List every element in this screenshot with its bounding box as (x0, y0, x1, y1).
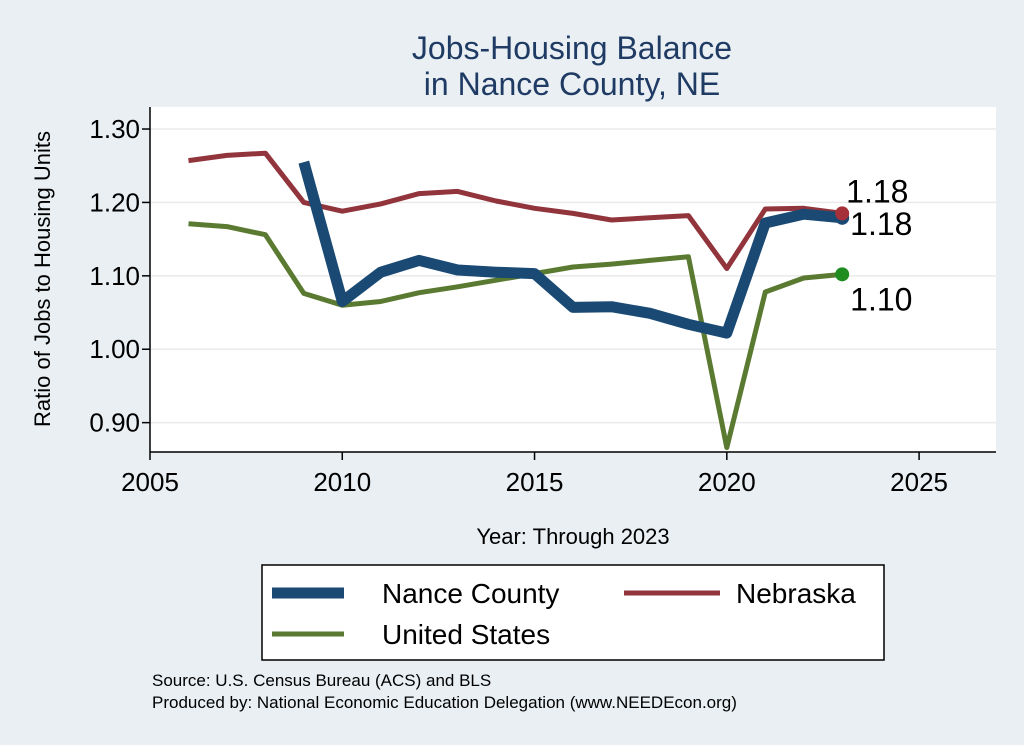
series-line-nance-county (298, 160, 843, 339)
legend-label-nebraska: Nebraska (736, 578, 856, 609)
y-axis-label: Ratio of Jobs to Housing Units (30, 131, 55, 427)
legend-label-nance-county: Nance County (382, 578, 559, 609)
series-line-nebraska (188, 150, 843, 271)
plot-area (150, 107, 996, 452)
end-point-united-states (835, 267, 850, 282)
source-note: Source: U.S. Census Bureau (ACS) and BLS (152, 671, 491, 690)
end-point-nebraska (835, 206, 850, 221)
x-axis-label: Year: Through 2023 (476, 524, 669, 549)
end-label-united-states: 1.10 (850, 281, 912, 317)
legend-label-united-states: United States (382, 619, 550, 650)
series-lines (188, 150, 843, 451)
x-tick-label: 2025 (890, 467, 948, 497)
y-tick-label: 1.20 (89, 187, 140, 217)
y-ticks: 0.90 1.00 1.10 1.20 1.30 (89, 114, 150, 438)
end-label-nebraska: 1.18 (846, 173, 908, 209)
chart-title: Jobs-Housing Balance in Nance County, NE (412, 30, 732, 102)
legend-box (261, 564, 885, 661)
x-tick-label: 2005 (121, 467, 179, 497)
y-tick-label: 1.10 (89, 261, 140, 291)
produced-by-note: Produced by: National Economic Education… (152, 693, 737, 712)
axes (149, 107, 996, 453)
y-tick-label: 1.00 (89, 334, 140, 364)
x-tick-label: 2020 (698, 467, 756, 497)
y-tick-label: 0.90 (89, 408, 140, 438)
y-tick-label: 1.30 (89, 114, 140, 144)
legend: Nance County Nebraska United States (261, 564, 885, 661)
x-ticks: 2005 2010 2015 2020 2025 (121, 452, 948, 497)
chart-title-line-1: Jobs-Housing Balance (412, 30, 732, 66)
x-tick-label: 2015 (506, 467, 564, 497)
end-label-nance-county: 1.18 (850, 206, 912, 242)
chart-title-line-2: in Nance County, NE (424, 66, 720, 102)
x-tick-label: 2010 (313, 467, 371, 497)
end-points: 1.181.18 1.10 (835, 173, 912, 317)
